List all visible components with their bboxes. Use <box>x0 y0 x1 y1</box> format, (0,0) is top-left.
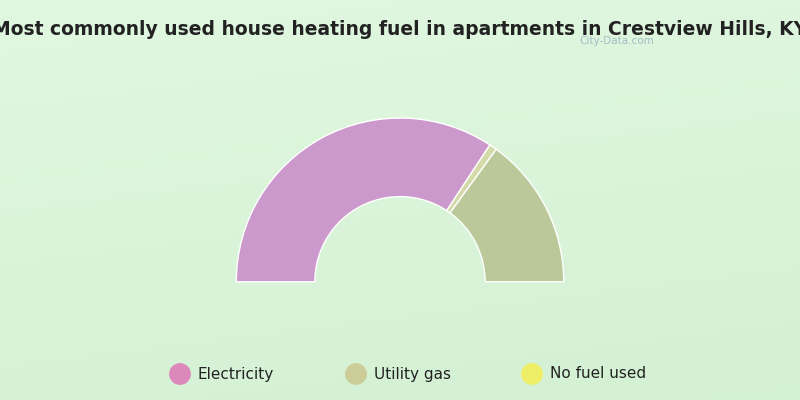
Text: Electricity: Electricity <box>198 366 274 382</box>
Text: Most commonly used house heating fuel in apartments in Crestview Hills, KY: Most commonly used house heating fuel in… <box>0 20 800 39</box>
Wedge shape <box>236 118 490 282</box>
Text: Utility gas: Utility gas <box>374 366 450 382</box>
Wedge shape <box>450 149 564 282</box>
Text: City-Data.com: City-Data.com <box>579 36 654 46</box>
Circle shape <box>346 364 366 384</box>
Text: No fuel used: No fuel used <box>550 366 646 382</box>
Wedge shape <box>446 145 496 213</box>
Circle shape <box>522 364 542 384</box>
Circle shape <box>170 364 190 384</box>
